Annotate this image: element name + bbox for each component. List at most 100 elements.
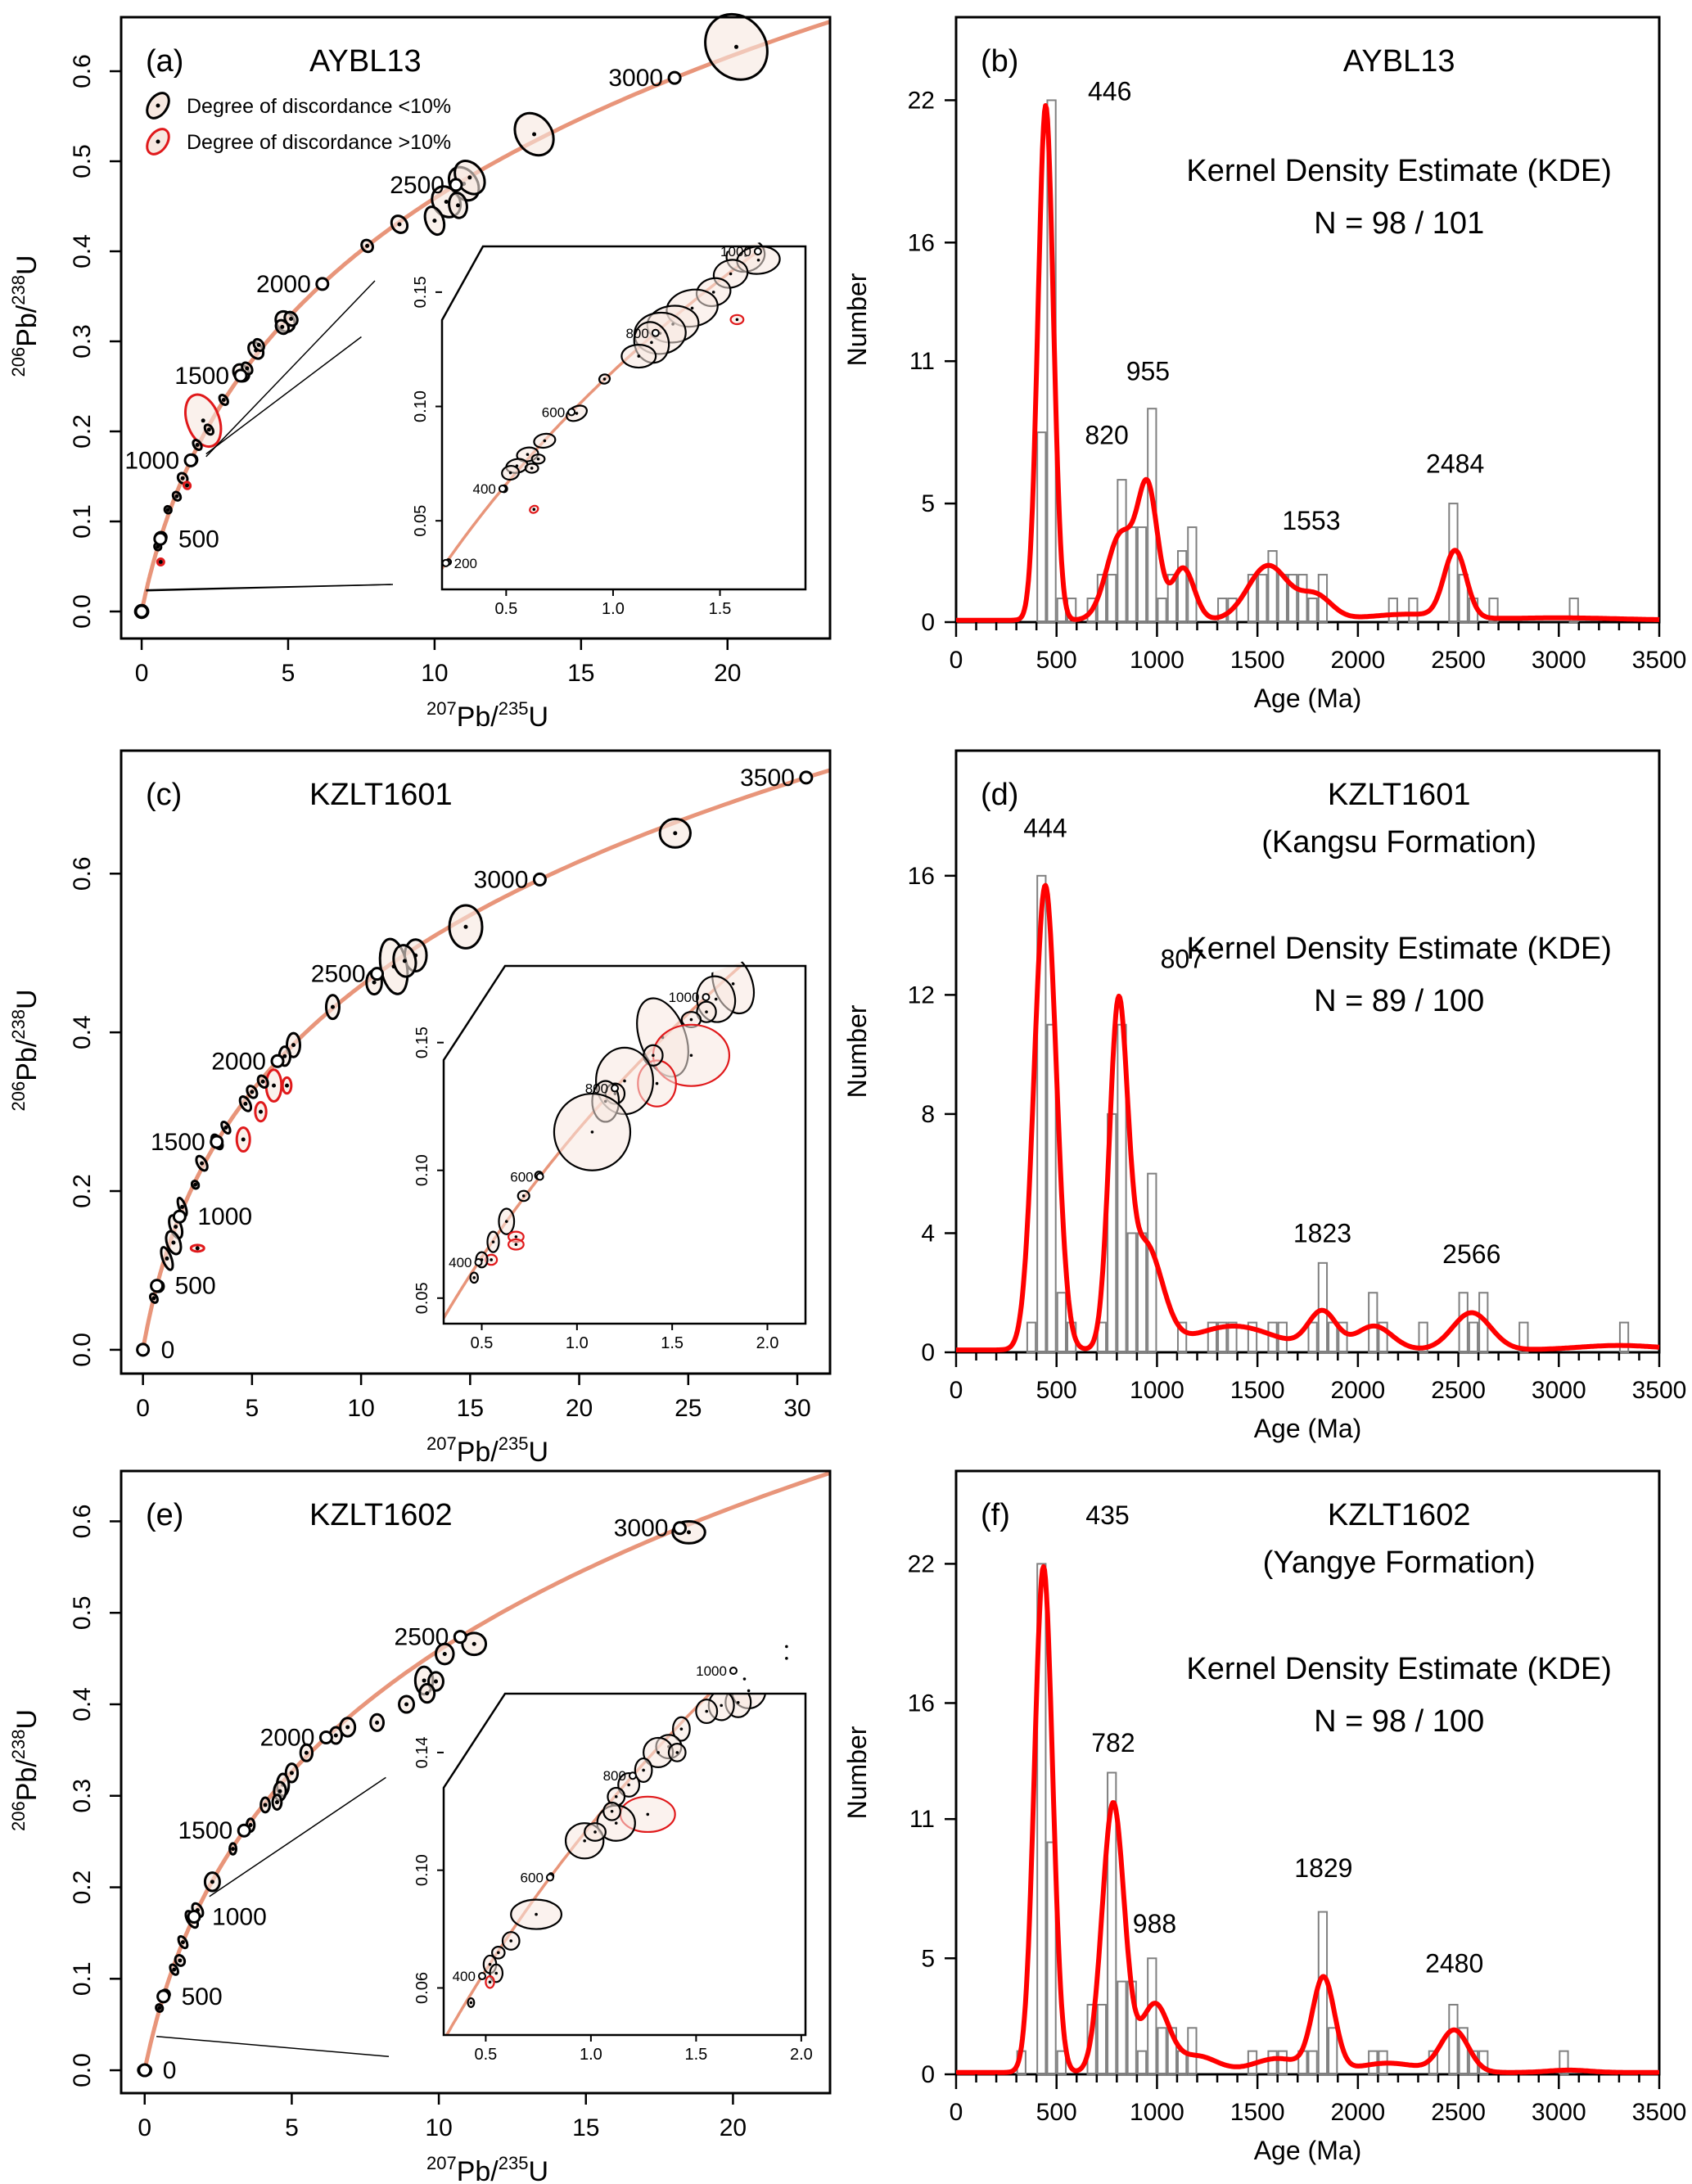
age-marker	[667, 70, 682, 85]
age-marker-label: 500	[175, 1273, 216, 1300]
plot-frame	[954, 1469, 1661, 2076]
histogram-bar	[1136, 1232, 1148, 1353]
concordia-panel-e: 0 500 1000 1500 2000 2500 3000 0 5 10 15 20 0.0 0.1 0.…	[8, 1469, 832, 2184]
y-tick-label: 0.1	[69, 1961, 96, 1996]
y-tick-label: 5	[921, 490, 935, 517]
x-tick-label: 10	[421, 660, 448, 687]
histogram-bar	[1488, 598, 1499, 623]
histogram-bar	[1297, 574, 1308, 624]
inset-ellipse-center-dot	[705, 1709, 709, 1713]
legend-ellipse-dot	[156, 139, 160, 144]
x-tick-label: 20	[566, 1395, 593, 1422]
inset-panel-c: 400 600 800 1000 0.5 1.0 1.5 2.0 0.05 0.10 0.15	[411, 953, 807, 1356]
histogram-bar	[1227, 1321, 1238, 1354]
histogram-bar	[1126, 1232, 1137, 1353]
histogram-bar	[1378, 1321, 1388, 1354]
inset-ellipse-center-dot	[735, 318, 739, 322]
age-marker-label: 1500	[151, 1129, 205, 1156]
kde-panel-b: 0 500 1000 1500 2000 2500 3000 3500 0 5 11 16 22 Age …	[842, 16, 1686, 713]
inset-ellipse-center-dot	[514, 1243, 518, 1247]
inset-age-marker-label: 800	[625, 326, 648, 341]
histogram-bar	[1056, 1292, 1067, 1354]
panel-label: (a)	[146, 44, 183, 79]
inset-ellipse-center-dot	[679, 1727, 684, 1731]
inset-ellipse-center-dot	[614, 1821, 618, 1825]
ellipse-center-dot	[467, 175, 472, 180]
y-tick-label: 0.3	[69, 324, 96, 359]
histogram-bar	[1317, 1911, 1329, 2075]
y-axis-label-text: U	[11, 989, 43, 1009]
inset-x-tick-label: 1.0	[566, 1334, 589, 1352]
ellipse-center-dot	[397, 222, 402, 227]
x-tick-label: 0	[950, 1377, 963, 1404]
x-tick-label: 5	[246, 1395, 259, 1422]
x-tick-label: 0	[138, 2114, 151, 2141]
panel-title: AYBL13	[1343, 44, 1455, 79]
ellipse-center-dot	[243, 1101, 248, 1106]
inset-ellipse-center-dot	[756, 258, 760, 262]
y-tick-label: 0.5	[69, 144, 96, 178]
histogram-bar	[1267, 2050, 1278, 2075]
histogram-bar	[1568, 598, 1579, 623]
inset-ellipse-center-dot	[530, 467, 534, 470]
x-axis-label: 207Pb/235U	[426, 2153, 548, 2184]
y-axis-label-text: Pb/	[11, 1039, 43, 1081]
inset-age-marker	[702, 993, 711, 1002]
histogram-bar	[1217, 598, 1228, 623]
x-axis-label-text: U	[528, 1437, 548, 1468]
age-marker-label: 2500	[395, 1624, 449, 1651]
age-marker-label: 1000	[197, 1203, 252, 1230]
inset-ellipse-center-dot	[690, 306, 694, 310]
y-tick-label: 0	[921, 2061, 935, 2088]
age-marker	[370, 967, 385, 981]
y-tick-label: 0.2	[69, 1174, 96, 1208]
y-axis-label-sup: 206	[8, 347, 29, 377]
y-axis-label-text: Pb/	[11, 1759, 43, 1802]
y-tick-label: 0.6	[69, 856, 96, 891]
x-tick-label: 5	[285, 2114, 299, 2141]
inset-background	[411, 1694, 805, 2068]
ellipse-center-dot	[463, 924, 468, 929]
y-tick-label: 0	[921, 609, 935, 636]
ellipse-center-dot	[365, 243, 370, 248]
inset-ellipse-center-dot	[521, 1194, 526, 1198]
histogram-bar	[1257, 574, 1268, 624]
y-tick-label: 0.5	[69, 1595, 96, 1630]
inset-ellipse-center-dot	[491, 1240, 495, 1243]
y-tick-label: 8	[921, 1101, 935, 1128]
ellipse-center-dot	[151, 1296, 156, 1301]
inset-age-marker-label: 1000	[720, 244, 751, 259]
ellipse-center-dot	[291, 1043, 296, 1048]
age-marker	[318, 1730, 333, 1744]
age-marker	[453, 1630, 467, 1645]
age-marker-label: 3000	[608, 65, 663, 92]
inset-x-tick-label: 1.5	[661, 1334, 684, 1352]
age-marker-label: 1500	[174, 363, 229, 390]
x-tick-label: 0	[136, 1395, 150, 1422]
x-axis-label-text: Pb/	[457, 2156, 499, 2184]
inset-age-marker-label: 400	[453, 1969, 476, 1984]
ellipse-center-dot	[206, 427, 211, 432]
x-axis-label-sup: 235	[499, 2153, 529, 2173]
inset-age-marker-label: 600	[542, 404, 565, 420]
inset-ellipse-center-dot	[720, 1703, 724, 1708]
inset-ellipse-center-dot	[488, 1980, 492, 1984]
y-axis-label-sup: 206	[8, 1081, 29, 1112]
histogram-bar	[1136, 2050, 1148, 2075]
age-marker-label: 2000	[211, 1048, 266, 1075]
inset-connector-line	[156, 2035, 390, 2058]
x-tick-label: 1000	[1130, 2099, 1184, 2126]
ellipse-center-dot	[433, 1679, 438, 1684]
x-tick-label: 0	[950, 2099, 963, 2126]
ellipse-center-dot	[673, 831, 678, 836]
x-tick-label: 1500	[1230, 2099, 1285, 2126]
inset-y-tick-label: 0.10	[412, 390, 430, 422]
x-axis-label: 207Pb/235U	[426, 1433, 548, 1468]
x-tick-label: 3000	[1532, 2099, 1586, 2126]
x-axis-label: Age (Ma)	[1254, 2136, 1362, 2165]
ellipse-center-dot	[444, 200, 449, 204]
peak-age-label: 2484	[1426, 449, 1484, 478]
panel-title: KZLT1601	[1328, 778, 1471, 812]
kde-curve	[954, 1564, 1661, 2075]
inset-ellipse-center-dot	[614, 1795, 618, 1798]
